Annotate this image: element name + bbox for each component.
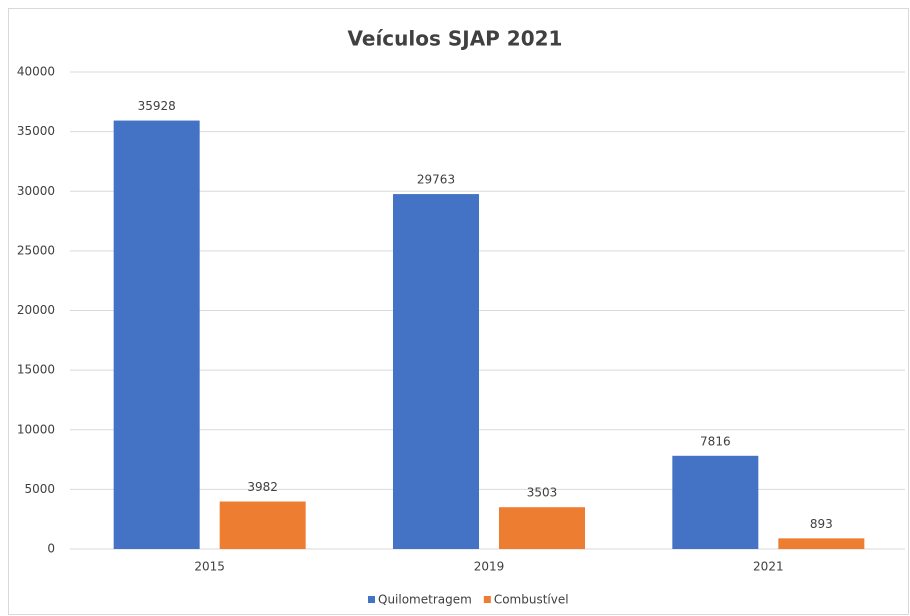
y-tick-label: 0 <box>47 542 55 556</box>
x-tick-label: 2021 <box>753 560 784 574</box>
value-label: 893 <box>810 517 833 531</box>
y-tick-label: 15000 <box>17 363 55 377</box>
bar <box>672 455 759 549</box>
y-tick-label: 30000 <box>17 184 55 198</box>
bar <box>778 538 865 549</box>
legend-swatch <box>483 596 491 603</box>
bar <box>499 507 585 549</box>
legend-label: Combustível <box>494 593 569 607</box>
y-tick-label: 20000 <box>17 303 55 317</box>
y-tick-label: 25000 <box>17 243 55 257</box>
bar <box>113 120 200 550</box>
chart-title: Veículos SJAP 2021 <box>348 27 563 51</box>
value-label: 3982 <box>247 480 278 494</box>
legend-label: Quilometragem <box>378 593 472 607</box>
value-label: 3503 <box>527 486 558 500</box>
y-tick-label: 10000 <box>17 422 55 436</box>
legend-swatch <box>368 596 375 603</box>
value-label: 29763 <box>417 173 455 187</box>
value-label: 7816 <box>700 434 731 448</box>
y-tick-label: 35000 <box>17 124 55 138</box>
x-tick-label: 2019 <box>474 560 505 574</box>
x-tick-label: 2015 <box>194 560 225 574</box>
value-label: 35928 <box>138 99 176 113</box>
bar <box>393 194 479 549</box>
y-tick-label: 40000 <box>17 65 55 79</box>
bar <box>219 501 306 549</box>
y-tick-label: 5000 <box>24 482 55 496</box>
